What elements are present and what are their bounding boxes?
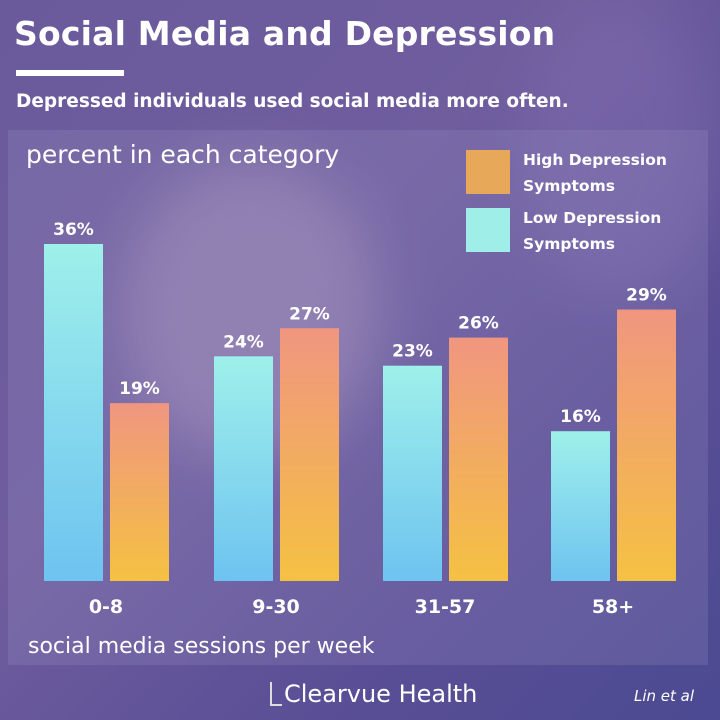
x-tick-label: 9-30 bbox=[252, 596, 300, 618]
data-label-high-31-57: 26% bbox=[458, 314, 499, 334]
legend-swatch-high bbox=[466, 150, 510, 194]
data-label-low-9-30: 24% bbox=[223, 332, 264, 352]
bar-low-58+ bbox=[551, 431, 610, 581]
background-photo-accent bbox=[520, 0, 720, 300]
legend-label-high: High Depression Symptoms bbox=[523, 147, 667, 199]
data-label-low-31-57: 23% bbox=[392, 342, 433, 362]
legend-high-line1: High Depression bbox=[523, 151, 667, 169]
legend-high-line2: Symptoms bbox=[523, 177, 615, 195]
data-label-low-58+: 16% bbox=[560, 407, 601, 427]
title-underline bbox=[16, 70, 124, 76]
data-label-low-0-8: 36% bbox=[53, 220, 94, 240]
brand-logo: Clearvue Health bbox=[270, 680, 477, 708]
legend-low-line1: Low Depression bbox=[523, 209, 662, 227]
bar-high-31-57 bbox=[449, 337, 508, 581]
data-label-high-9-30: 27% bbox=[289, 304, 330, 324]
bar-high-9-30 bbox=[280, 328, 339, 581]
bar-high-58+ bbox=[617, 309, 676, 581]
x-tick-label: 0-8 bbox=[89, 596, 123, 618]
legend-label-low: Low Depression Symptoms bbox=[523, 205, 661, 257]
legend-swatch-low bbox=[466, 208, 510, 252]
bar-low-9-30 bbox=[214, 356, 273, 581]
legend-low-line2: Symptoms bbox=[523, 235, 615, 253]
logo-icon bbox=[270, 682, 282, 706]
bar-high-0-8 bbox=[110, 403, 169, 581]
y-axis-label: percent in each category bbox=[26, 140, 340, 169]
brand-name: Clearvue Health bbox=[284, 680, 478, 708]
citation: Lin et al bbox=[634, 687, 695, 705]
subtitle: Depressed individuals used social media … bbox=[16, 91, 569, 112]
page-title: Social Media and Depression bbox=[14, 14, 556, 53]
x-tick-label: 31-57 bbox=[415, 596, 476, 618]
x-axis-label: social media sessions per week bbox=[28, 634, 375, 659]
bar-low-31-57 bbox=[383, 365, 442, 581]
x-tick-label: 58+ bbox=[592, 596, 634, 618]
data-label-high-0-8: 19% bbox=[119, 379, 160, 399]
bar-low-0-8 bbox=[44, 244, 103, 581]
data-label-high-58+: 29% bbox=[626, 286, 667, 306]
